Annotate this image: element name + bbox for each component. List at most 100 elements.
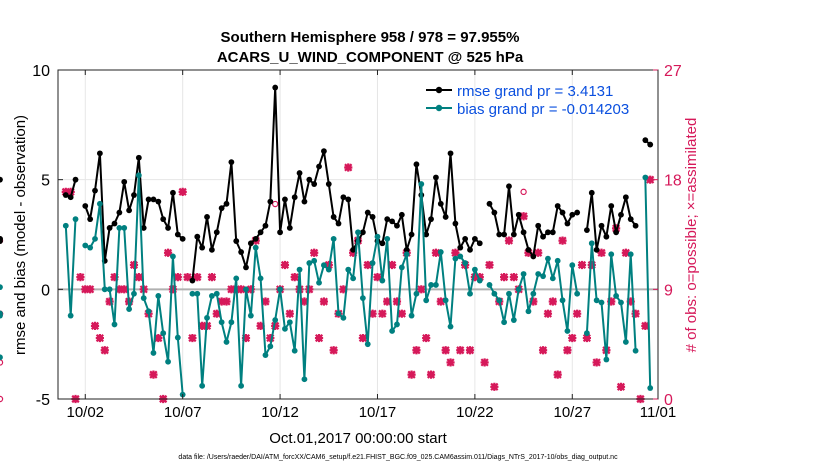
obs-assimilated-marker — [100, 346, 109, 355]
obs-assimilated-marker — [129, 260, 139, 270]
obs-assimilated-marker — [241, 333, 251, 343]
obs-assimilated-marker — [285, 309, 294, 318]
y-right-tick-label: 27 — [664, 63, 682, 80]
bias-point — [525, 308, 532, 315]
bias-point — [262, 352, 269, 359]
rmse-point — [311, 181, 318, 187]
rmse-point — [111, 220, 118, 227]
rmse-point — [150, 196, 157, 203]
rmse-point — [501, 231, 508, 238]
rmse-point — [121, 178, 128, 185]
rmse-point — [67, 194, 74, 201]
bias-point — [545, 255, 551, 262]
rmse-point — [569, 211, 576, 218]
bias-point — [379, 277, 386, 284]
obs-assimilated-marker — [246, 285, 255, 294]
rmse-point — [262, 222, 269, 229]
obs-assimilated-marker — [456, 346, 465, 355]
bias-point — [491, 290, 498, 297]
rmse-point — [126, 207, 133, 214]
y-right-tick-label: 0 — [664, 392, 673, 409]
obs-assimilated-marker — [500, 273, 509, 282]
rmse-point — [447, 150, 454, 157]
obs-assimilated-marker — [363, 260, 372, 270]
bias-point — [150, 350, 157, 356]
obs-assimilated-marker — [198, 321, 207, 330]
rmse-point — [520, 229, 527, 236]
bias-point — [335, 310, 342, 317]
obs-assimilated-marker — [446, 358, 455, 367]
x-tick-label: 11/01 — [640, 404, 676, 421]
obs-assimilated-marker — [314, 333, 324, 343]
obs-assimilated-marker — [553, 370, 562, 379]
bias-point — [170, 253, 176, 260]
bias-point — [199, 382, 206, 389]
obs-assimilated-marker — [563, 346, 572, 355]
obs-assimilated-marker — [504, 236, 514, 245]
bias-point — [447, 323, 454, 330]
rmse-point — [179, 235, 186, 242]
y-right-tick-label: 9 — [664, 282, 673, 299]
y-axis-label: rmse and bias (model - observation) — [12, 115, 29, 355]
rmse-point — [535, 222, 542, 229]
rmse-point — [82, 203, 89, 209]
rmse-point — [252, 235, 259, 242]
obs-assimilated-marker — [237, 285, 246, 294]
obs-assimilated-marker — [134, 273, 143, 282]
obs-assimilated-marker — [76, 273, 85, 282]
rmse-point — [627, 216, 634, 223]
rmse-point — [291, 194, 298, 201]
rmse-point — [272, 84, 279, 91]
rmse-point — [398, 211, 405, 218]
rmse-point — [233, 238, 240, 244]
rmse-point — [213, 229, 220, 236]
rmse-point — [603, 233, 610, 240]
bias-point — [0, 312, 3, 319]
rmse-point — [613, 229, 620, 236]
rmse-point — [62, 192, 69, 198]
bias-point — [564, 328, 571, 334]
obs-assimilated-marker — [163, 248, 173, 257]
bias-point — [501, 319, 508, 326]
obs-assimilated-marker — [110, 273, 119, 282]
rmse-point — [564, 220, 571, 227]
rmse-point — [618, 211, 624, 218]
rmse-point — [301, 198, 308, 205]
rmse-point — [413, 161, 420, 168]
rmse-point — [476, 240, 483, 247]
rmse-point — [515, 211, 522, 218]
obs-assimilated-marker — [368, 309, 377, 318]
obs-assimilated-marker — [383, 297, 392, 306]
bias-point — [321, 262, 327, 269]
y-tick-label: 10 — [32, 63, 50, 80]
rmse-point — [345, 196, 352, 203]
obs-assimilated-marker — [207, 273, 216, 282]
series-layer — [0, 84, 654, 398]
x-tick-label: 10/27 — [554, 404, 592, 421]
rmse-point — [155, 198, 162, 205]
rmse-point — [433, 174, 439, 181]
rmse-point — [243, 264, 249, 271]
obs-assimilated-marker — [558, 236, 567, 245]
bias-point — [369, 260, 376, 266]
bias-point — [218, 319, 225, 326]
rmse-point — [583, 227, 590, 234]
rmse-point — [530, 253, 537, 260]
bias-point — [116, 225, 123, 231]
rmse-point — [199, 244, 206, 251]
rmse-point — [247, 240, 254, 247]
rmse-point — [277, 229, 283, 236]
obs-assimilated-marker — [485, 260, 494, 270]
bias-point — [467, 290, 473, 297]
rmse-point — [588, 189, 595, 196]
rmse-point — [135, 154, 142, 161]
bias-point — [282, 325, 288, 332]
bias-point — [62, 222, 69, 229]
bias-point — [126, 306, 133, 312]
rmse-point — [545, 229, 551, 236]
bias-point — [340, 314, 347, 321]
obs-assimilated-marker — [188, 333, 197, 343]
obs-assimilated-marker — [261, 297, 270, 306]
obs-assimilated-marker — [217, 297, 226, 306]
